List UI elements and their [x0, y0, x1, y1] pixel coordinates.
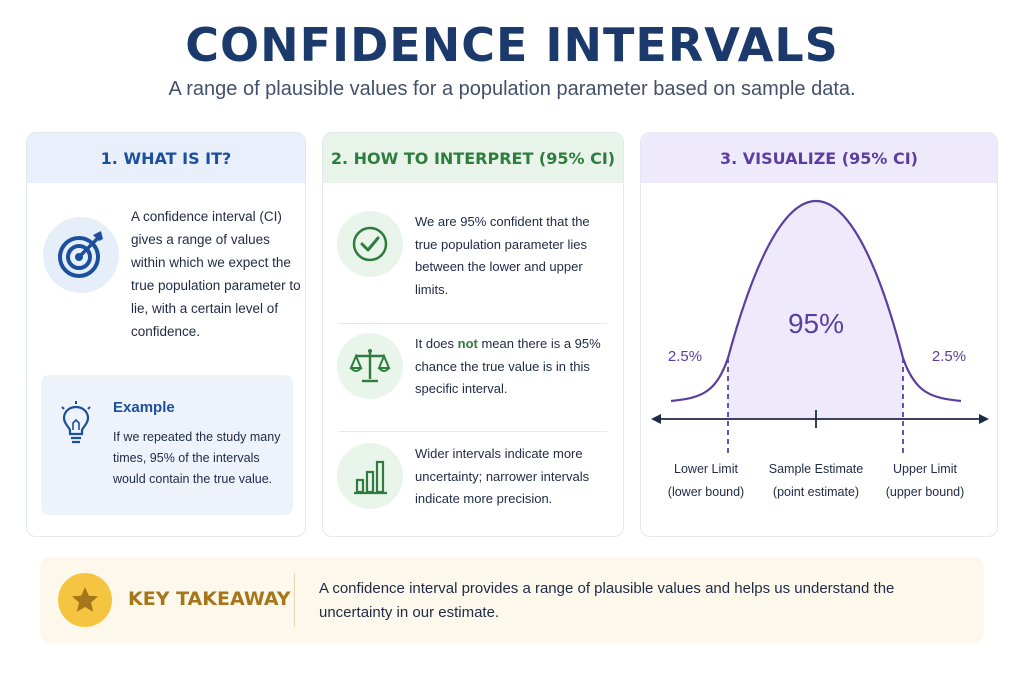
interpret-text-confident: We are 95% confident that the true popul… — [415, 214, 590, 297]
page-subtitle: A range of plausible values for a popula… — [168, 78, 856, 100]
checkmark-icon — [337, 211, 403, 277]
left-tail-label: 2.5% — [668, 348, 702, 365]
lower-limit-sub: (lower bound) — [668, 485, 744, 499]
page-title: CONFIDENCE INTERVALS — [185, 18, 839, 72]
estimate-label: Sample Estimate — [769, 462, 864, 476]
example-box: Example If we repeated the study many ti… — [41, 375, 293, 515]
takeaway-separator — [294, 573, 295, 627]
target-icon — [43, 217, 119, 293]
confidence-area — [728, 201, 903, 419]
axis-arrow-left — [651, 414, 661, 424]
visualize-heading: 3. VISUALIZE (95% CI) — [641, 133, 997, 183]
row-divider — [339, 431, 607, 432]
text-after: mean there is a 95% chance the true valu… — [415, 336, 601, 396]
axis-arrow-right — [979, 414, 989, 424]
estimate-sub: (point estimate) — [773, 485, 859, 499]
interpret-row-confident: We are 95% confident that the true popul… — [337, 211, 609, 301]
how-to-interpret-heading: 2. HOW TO INTERPRET (95% CI) — [323, 133, 623, 183]
scales-icon — [337, 333, 403, 399]
interpret-text-width: Wider intervals indicate more uncertaint… — [415, 446, 590, 506]
text-before: It does — [415, 336, 458, 351]
key-takeaway-text: A confidence interval provides a range o… — [319, 580, 895, 621]
key-takeaway-banner: KEY TAKEAWAY A confidence interval provi… — [40, 557, 984, 643]
what-is-it-card: 1. WHAT IS IT? A confidence interval (CI… — [26, 132, 306, 537]
lower-limit-label: Lower Limit — [674, 462, 738, 476]
upper-limit-label: Upper Limit — [893, 462, 957, 476]
bell-curve — [670, 199, 962, 403]
example-title: Example — [113, 399, 175, 416]
key-takeaway-label: KEY TAKEAWAY — [128, 588, 291, 610]
interpret-row-not-chance: It does not mean there is a 95% chance t… — [337, 333, 609, 423]
upper-limit-sub: (upper bound) — [886, 485, 965, 499]
interpret-text-not-chance: It does not mean there is a 95% chance t… — [415, 333, 611, 401]
center-percent-label: 95% — [788, 308, 844, 339]
visualize-card: 3. VISUALIZE (95% CI) 95% 2.5% 2.5% Lowe… — [640, 132, 998, 537]
definition-text: A confidence interval (CI) gives a range… — [131, 209, 301, 339]
lightbulb-icon — [59, 401, 93, 450]
bell-curve-diagram: 95% 2.5% 2.5% Lower Limit (lower bound) … — [651, 199, 989, 499]
interpret-row-width: Wider intervals indicate more uncertaint… — [337, 443, 609, 533]
how-to-interpret-card: 2. HOW TO INTERPRET (95% CI) We are 95% … — [322, 132, 624, 537]
not-emphasis: not — [457, 336, 478, 351]
bar-chart-icon — [337, 443, 403, 509]
right-tail-label: 2.5% — [932, 348, 966, 365]
star-icon — [58, 573, 112, 627]
example-text: If we repeated the study many times, 95%… — [113, 430, 281, 486]
row-divider — [339, 323, 607, 324]
what-is-it-heading: 1. WHAT IS IT? — [27, 133, 305, 183]
